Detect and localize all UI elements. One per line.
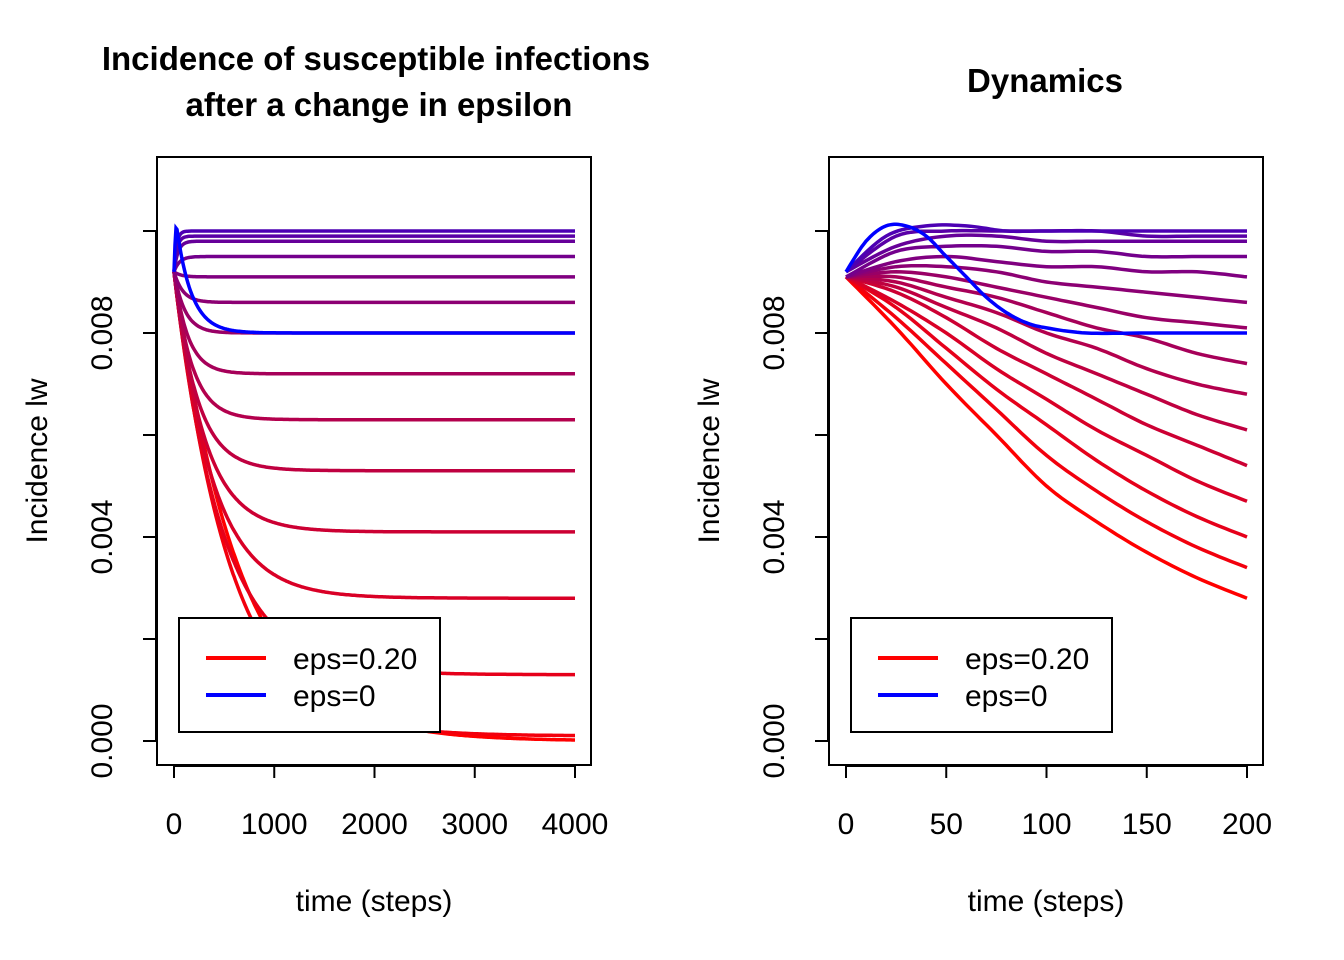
chart-1-title-line-1: Incidence of susceptible infections bbox=[102, 40, 650, 77]
chart-1-series-line-11 bbox=[172, 270, 575, 279]
chart-2-y-tick-label: 0.008 bbox=[758, 295, 791, 370]
chart-1-y-tick-label: 0.004 bbox=[86, 499, 119, 574]
chart-2-series-group bbox=[844, 222, 1248, 600]
chart-2-series-line-9 bbox=[845, 270, 1248, 330]
chart-2-x-tick-label: 0 bbox=[838, 808, 855, 841]
chart-2-series-line-11 bbox=[845, 254, 1248, 279]
chart-2-series-line-1 bbox=[844, 275, 1248, 600]
chart-1-axes: 0 1000 2000 3000 4000 0.000 0.004 0.008 bbox=[86, 230, 609, 841]
chart-2-series-line-2 bbox=[844, 275, 1248, 570]
chart-1-x-tick-label: 3000 bbox=[441, 808, 508, 841]
chart-1-series-line-6 bbox=[172, 271, 575, 473]
chart-1-legend-box bbox=[178, 617, 441, 733]
chart-1-series-line-10 bbox=[172, 271, 575, 305]
chart-1-x-tick-label: 1000 bbox=[241, 808, 308, 841]
chart-2-series-line-5 bbox=[845, 275, 1248, 468]
chart-1-y-tick-label: 0.000 bbox=[86, 703, 119, 778]
chart-2-series-line-15 bbox=[844, 223, 1247, 274]
chart-2-legend-label-eps-0.20: eps=0.20 bbox=[965, 643, 1089, 676]
chart-2-series-line-16 bbox=[844, 222, 1247, 336]
chart-1-x-axis-label: time (steps) bbox=[296, 885, 453, 918]
chart-2-axes: 0 50 100 150 200 0.000 0.004 0.008 bbox=[758, 230, 1272, 841]
chart-2-series-line-3 bbox=[845, 275, 1248, 539]
chart-panel-1: Incidence of susceptible infections afte… bbox=[21, 40, 650, 918]
chart-1-series-line-4 bbox=[172, 271, 575, 600]
chart-2-legend-label-eps-0: eps=0 bbox=[965, 680, 1048, 713]
chart-1-x-tick-label: 2000 bbox=[341, 808, 408, 841]
chart-2-series-line-8 bbox=[846, 274, 1248, 366]
chart-1-series-line-14 bbox=[172, 234, 575, 272]
chart-1-series-line-16 bbox=[172, 223, 575, 335]
chart-1-y-tick-label: 0.008 bbox=[86, 295, 119, 370]
chart-1-series-line-15 bbox=[172, 229, 575, 272]
chart-1-legend: eps=0.20 eps=0 bbox=[178, 617, 441, 733]
chart-2-title: Dynamics bbox=[967, 62, 1123, 99]
chart-2-series-line-7 bbox=[845, 275, 1248, 396]
chart-2-series-line-13 bbox=[845, 233, 1247, 274]
chart-2-y-tick-label: 0.000 bbox=[758, 703, 791, 778]
chart-1-series-line-7 bbox=[172, 271, 575, 422]
chart-2-series-line-4 bbox=[845, 275, 1248, 503]
chart-1-y-axis-label: Incidence lw bbox=[21, 378, 54, 543]
chart-1-series-line-12 bbox=[172, 254, 575, 273]
chart-1-series-line-13 bbox=[172, 239, 575, 273]
chart-1-title-line-2: after a change in epsilon bbox=[186, 86, 573, 123]
chart-1-series-line-8 bbox=[172, 271, 575, 376]
chart-2-y-axis-label: Incidence lw bbox=[693, 378, 726, 543]
chart-2-y-tick-label: 0.004 bbox=[758, 499, 791, 574]
chart-1-legend-label-eps-0.20: eps=0.20 bbox=[293, 643, 417, 676]
chart-2-series-line-10 bbox=[845, 263, 1248, 305]
chart-2-series-line-6 bbox=[845, 275, 1248, 432]
chart-1-legend-label-eps-0: eps=0 bbox=[293, 680, 376, 713]
chart-1-series-group bbox=[172, 223, 575, 742]
chart-2-x-tick-label: 50 bbox=[930, 808, 963, 841]
chart-2-x-tick-label: 150 bbox=[1122, 808, 1172, 841]
chart-2-x-tick-label: 200 bbox=[1222, 808, 1272, 841]
chart-1-x-tick-label: 0 bbox=[166, 808, 183, 841]
chart-panel-2: Dynamics 0 50 100 150 200 0.000 0.004 0.008 tim… bbox=[693, 62, 1272, 918]
chart-1-series-line-5 bbox=[172, 271, 575, 534]
chart-2-legend: eps=0.20 eps=0 bbox=[850, 617, 1113, 733]
chart-1-x-tick-label: 4000 bbox=[542, 808, 609, 841]
chart-2-series-line-12 bbox=[845, 243, 1247, 279]
chart-2-legend-box bbox=[850, 617, 1113, 733]
chart-2-x-axis-label: time (steps) bbox=[968, 885, 1125, 918]
chart-2-x-tick-label: 100 bbox=[1021, 808, 1071, 841]
